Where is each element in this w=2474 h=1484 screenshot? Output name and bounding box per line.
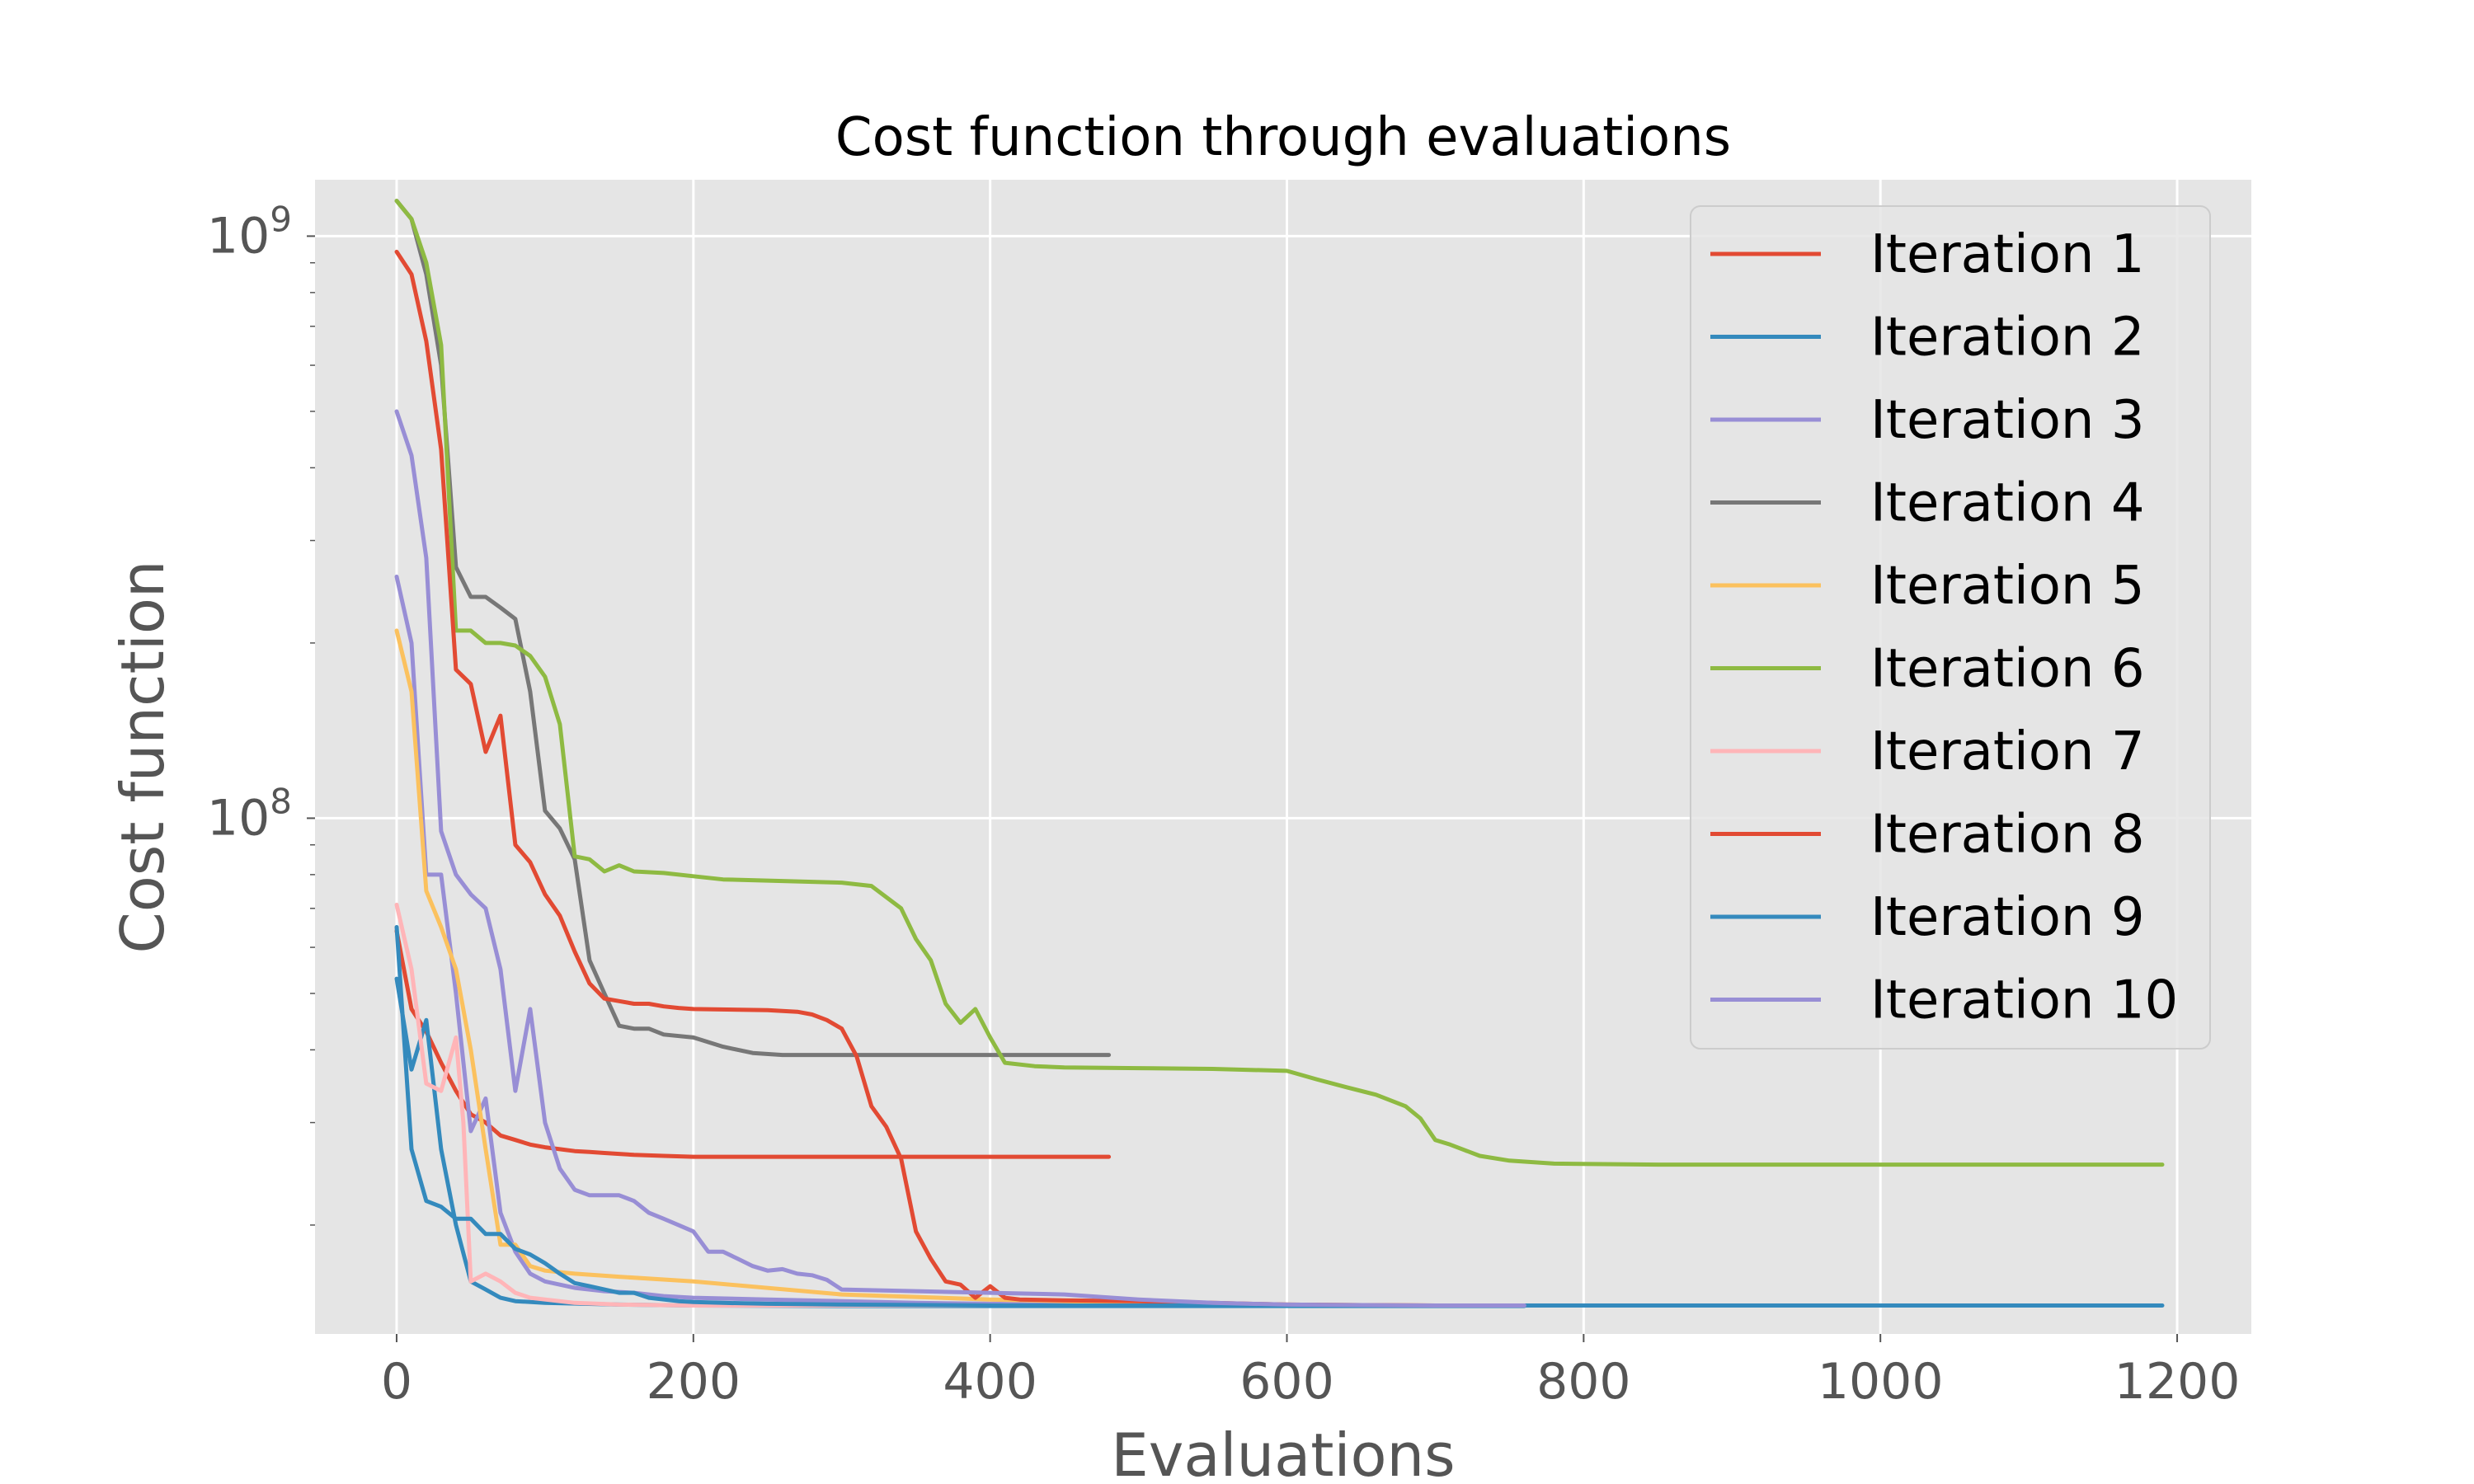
x-tick-label: 1000 xyxy=(1818,1353,1944,1411)
series-line-iteration-8 xyxy=(394,249,1526,1308)
legend-label: Iteration 8 xyxy=(1870,805,2145,866)
legend-label: Iteration 10 xyxy=(1870,970,2178,1031)
series-line-iteration-6 xyxy=(394,199,2165,1167)
legend-label: Iteration 5 xyxy=(1870,556,2145,617)
series-line-iteration-4 xyxy=(394,199,1112,1058)
series-layer xyxy=(394,199,2165,1308)
legend-label: Iteration 7 xyxy=(1870,721,2145,782)
y-tick-exponent: 9 xyxy=(270,199,292,239)
legend-box xyxy=(1690,205,2211,1050)
x-tick-label: 600 xyxy=(1239,1353,1334,1411)
legend-label: Iteration 9 xyxy=(1870,887,2145,948)
x-tick-label: 400 xyxy=(943,1353,1037,1411)
y-tick-exponent: 8 xyxy=(270,781,292,821)
series-line-iteration-9 xyxy=(394,925,2165,1308)
x-axis-label: Evaluations xyxy=(1111,1421,1455,1484)
y-tick-label: 108 xyxy=(207,781,292,847)
y-tick-label: 109 xyxy=(207,199,292,265)
legend-label: Iteration 1 xyxy=(1870,224,2145,285)
x-tick-label: 800 xyxy=(1536,1353,1631,1411)
legend-label: Iteration 2 xyxy=(1870,308,2145,369)
legend-label: Iteration 3 xyxy=(1870,390,2145,451)
legend: Iteration 1 Iteration 2 Iteration 3 Iterati… xyxy=(1690,205,2211,1050)
y-tick-base: 10 xyxy=(207,207,270,265)
x-tick-label: 200 xyxy=(647,1353,741,1411)
series-line-iteration-1 xyxy=(394,928,1112,1159)
series-line-iteration-10 xyxy=(394,409,1526,1308)
legend-label: Iteration 6 xyxy=(1870,639,2145,700)
legend-label: Iteration 4 xyxy=(1870,473,2145,534)
x-tick-label: 1200 xyxy=(2114,1353,2241,1411)
y-tick-base: 10 xyxy=(207,789,270,847)
chart-title: Cost function through evaluations xyxy=(835,107,1731,168)
y-axis-label: Cost function xyxy=(108,560,177,953)
x-tick-label: 0 xyxy=(381,1353,412,1411)
